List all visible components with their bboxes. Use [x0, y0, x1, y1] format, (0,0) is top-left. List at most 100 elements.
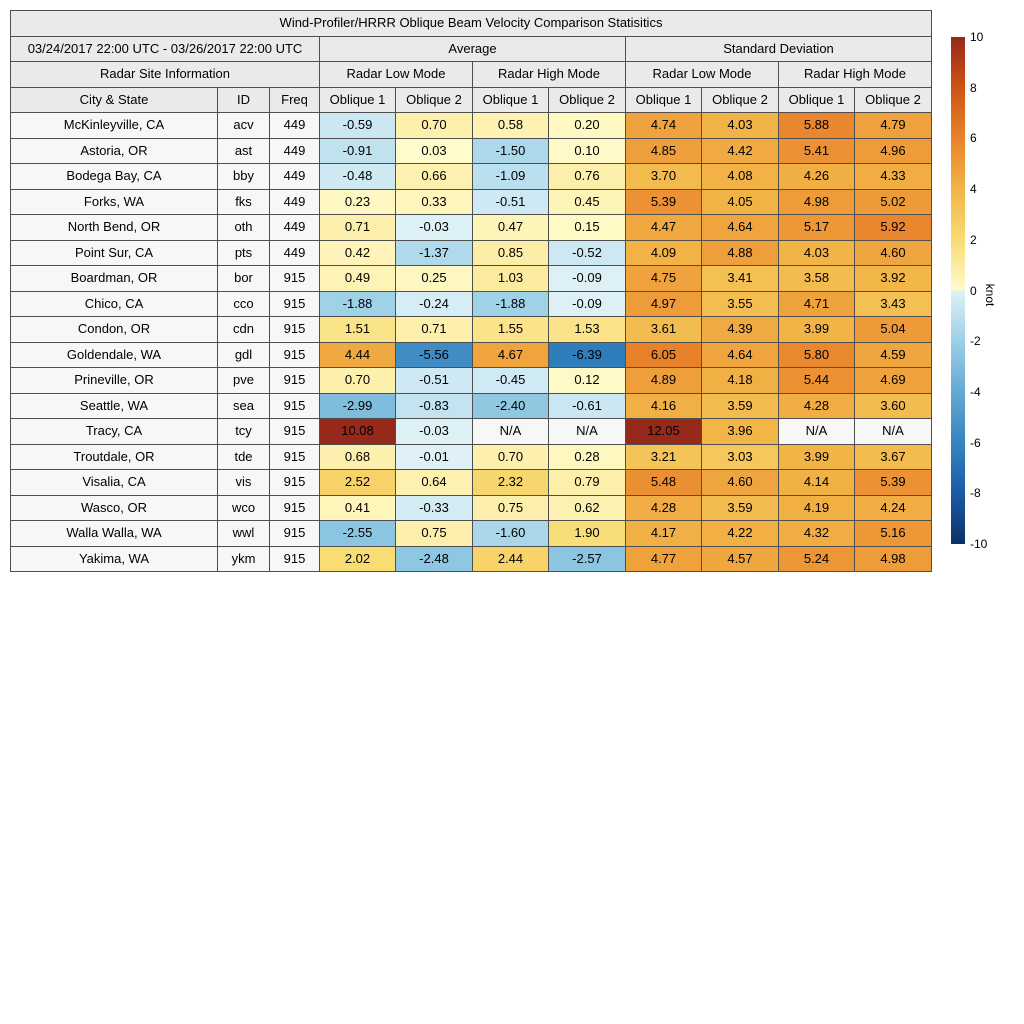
value-cell: 5.04	[854, 316, 932, 343]
value-cell: 3.96	[701, 418, 779, 445]
value-cell: 0.12	[548, 367, 626, 394]
stats-table: Wind-Profiler/HRRR Oblique Beam Velocity…	[10, 10, 932, 572]
value-cell: 0.66	[395, 163, 473, 190]
value-cell: 0.25	[395, 265, 473, 292]
value-cell: 0.41	[319, 494, 396, 521]
value-cell: 0.62	[548, 494, 626, 521]
city-cell: Bodega Bay, CA	[10, 163, 218, 190]
value-cell: 0.49	[319, 265, 396, 292]
value-cell: 4.47	[625, 214, 702, 241]
value-cell: 4.42	[701, 137, 779, 164]
value-cell: 5.39	[625, 188, 702, 215]
city-cell: Forks, WA	[10, 188, 218, 215]
colorbar-unit-label: knot	[983, 283, 997, 307]
freq-cell: 915	[269, 494, 320, 521]
freq-cell: 449	[269, 137, 320, 164]
value-cell: 4.75	[625, 265, 702, 292]
colorbar-tick-label: 8	[970, 80, 977, 95]
value-cell: 4.96	[854, 137, 932, 164]
stats-table-body: McKinleyville, CA acv 449 -0.59 0.70 0.58 0.20…	[10, 112, 932, 572]
column-header-oblique: Oblique 2	[548, 86, 626, 113]
freq-cell: 449	[269, 214, 320, 241]
value-cell: 0.71	[395, 316, 473, 343]
value-cell: 4.60	[701, 469, 779, 496]
value-cell: -0.48	[319, 163, 396, 190]
city-cell: Visalia, CA	[10, 469, 218, 496]
site-id-cell: bor	[217, 265, 270, 292]
city-cell: North Bend, OR	[10, 214, 218, 241]
value-cell: 12.05	[625, 418, 702, 445]
site-id-cell: wco	[217, 494, 270, 521]
value-cell: 3.67	[854, 443, 932, 470]
colorbar-tick-label: -2	[970, 334, 981, 349]
column-header-oblique: Oblique 2	[701, 86, 779, 113]
figure-title: Wind-Profiler/HRRR Oblique Beam Velocity…	[10, 10, 932, 37]
value-cell: 0.42	[319, 239, 396, 266]
value-cell: 1.03	[472, 265, 549, 292]
site-id-cell: oth	[217, 214, 270, 241]
city-cell: Wasco, OR	[10, 494, 218, 521]
colorbar-tick-label: -6	[970, 435, 981, 450]
value-cell: 4.32	[778, 520, 855, 547]
site-id-cell: pve	[217, 367, 270, 394]
city-cell: Condon, OR	[10, 316, 218, 343]
freq-cell: 915	[269, 392, 320, 419]
table-row: Condon, OR cdn 915 1.51 0.71 1.55 1.53 3.61 4.39…	[10, 316, 932, 343]
city-cell: Tracy, CA	[10, 418, 218, 445]
title-row: Wind-Profiler/HRRR Oblique Beam Velocity…	[10, 10, 932, 37]
value-cell: 4.03	[701, 112, 779, 139]
value-cell: 5.16	[854, 520, 932, 547]
column-header-row: City & State ID Freq Oblique 1 Oblique 2…	[10, 86, 932, 113]
value-cell: 0.64	[395, 469, 473, 496]
value-cell: 0.70	[395, 112, 473, 139]
value-cell: -0.61	[548, 392, 626, 419]
value-cell: 4.44	[319, 341, 396, 368]
value-cell: 0.58	[472, 112, 549, 139]
table-row: Visalia, CA vis 915 2.52 0.64 2.32 0.79 5.48 4.6…	[10, 469, 932, 496]
value-cell: N/A	[854, 418, 932, 445]
freq-cell: 449	[269, 112, 320, 139]
value-cell: 0.79	[548, 469, 626, 496]
colorbar: knot 10 8 6 4 2 0 -2 -4 -6 -8 -10	[951, 31, 997, 550]
value-cell: 0.03	[395, 137, 473, 164]
value-cell: -0.09	[548, 290, 626, 317]
value-cell: -1.60	[472, 520, 549, 547]
value-cell: 4.79	[854, 112, 932, 139]
value-cell: N/A	[778, 418, 855, 445]
value-cell: 0.70	[319, 367, 396, 394]
value-cell: 0.15	[548, 214, 626, 241]
value-cell: 5.88	[778, 112, 855, 139]
value-cell: 4.71	[778, 290, 855, 317]
table-row: Forks, WA fks 449 0.23 0.33 -0.51 0.45 5.39 4.05…	[10, 188, 932, 215]
value-cell: -0.01	[395, 443, 473, 470]
value-cell: 3.70	[625, 163, 702, 190]
value-cell: -2.57	[548, 545, 626, 572]
colorbar-tick-label: 4	[970, 182, 977, 197]
value-cell: 3.99	[778, 316, 855, 343]
site-id-cell: cdn	[217, 316, 270, 343]
table-row: McKinleyville, CA acv 449 -0.59 0.70 0.58 0.20…	[10, 112, 932, 139]
colorbar-gradient	[951, 37, 965, 544]
site-id-cell: sea	[217, 392, 270, 419]
value-cell: 0.23	[319, 188, 396, 215]
value-cell: 0.75	[472, 494, 549, 521]
value-cell: 5.80	[778, 341, 855, 368]
group-header-average: Average	[319, 35, 626, 62]
column-header-oblique: Oblique 2	[395, 86, 473, 113]
value-cell: -0.03	[395, 214, 473, 241]
freq-cell: 915	[269, 367, 320, 394]
value-cell: 5.24	[778, 545, 855, 572]
column-header-oblique: Oblique 1	[472, 86, 549, 113]
site-id-cell: fks	[217, 188, 270, 215]
freq-cell: 915	[269, 520, 320, 547]
value-cell: 5.92	[854, 214, 932, 241]
value-cell: -2.48	[395, 545, 473, 572]
value-cell: 4.88	[701, 239, 779, 266]
value-cell: -0.83	[395, 392, 473, 419]
value-cell: 4.98	[778, 188, 855, 215]
site-info-header: Radar Site Information	[10, 61, 320, 88]
site-id-cell: pts	[217, 239, 270, 266]
value-cell: 0.76	[548, 163, 626, 190]
value-cell: -2.55	[319, 520, 396, 547]
value-cell: 5.17	[778, 214, 855, 241]
